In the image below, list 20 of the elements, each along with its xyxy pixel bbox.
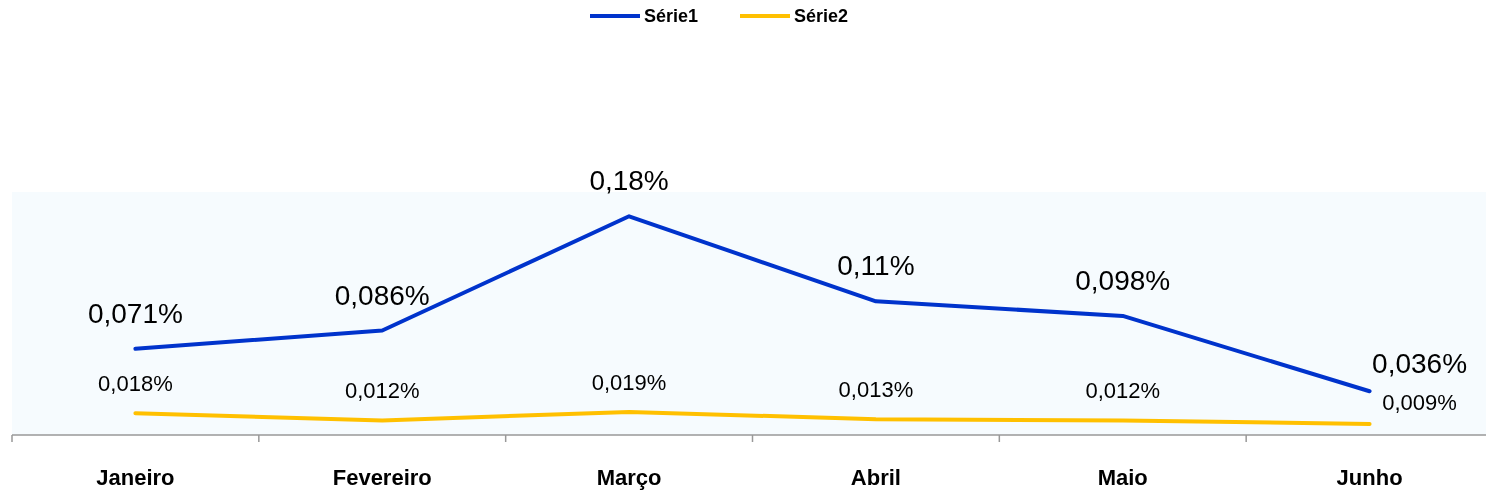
data-label: 0,098% — [1075, 264, 1171, 296]
x-tick-label: Janeiro — [96, 465, 175, 490]
data-label: 0,036% — [1372, 348, 1468, 380]
data-label: 0,11% — [837, 250, 915, 282]
data-label: 0,009% — [1382, 390, 1457, 416]
data-label: 0,012% — [1085, 378, 1161, 404]
data-label: 0,071% — [87, 297, 183, 329]
legend-label: Série2 — [794, 6, 849, 26]
data-label: 0,018% — [98, 371, 173, 397]
x-tick-label: Fevereiro — [332, 465, 432, 490]
legend-label: Série1 — [644, 6, 699, 26]
x-tick-label: Abril — [850, 465, 901, 490]
x-tick-label: Junho — [1336, 465, 1403, 490]
data-label: 0,019% — [591, 369, 667, 395]
data-label: 0,18% — [589, 165, 669, 197]
data-label: 0,013% — [838, 377, 914, 403]
data-label: 0,012% — [344, 378, 420, 404]
x-tick-label: Maio — [1097, 465, 1148, 490]
data-label: 0,086% — [334, 279, 430, 311]
x-tick-label: Março — [596, 465, 662, 490]
